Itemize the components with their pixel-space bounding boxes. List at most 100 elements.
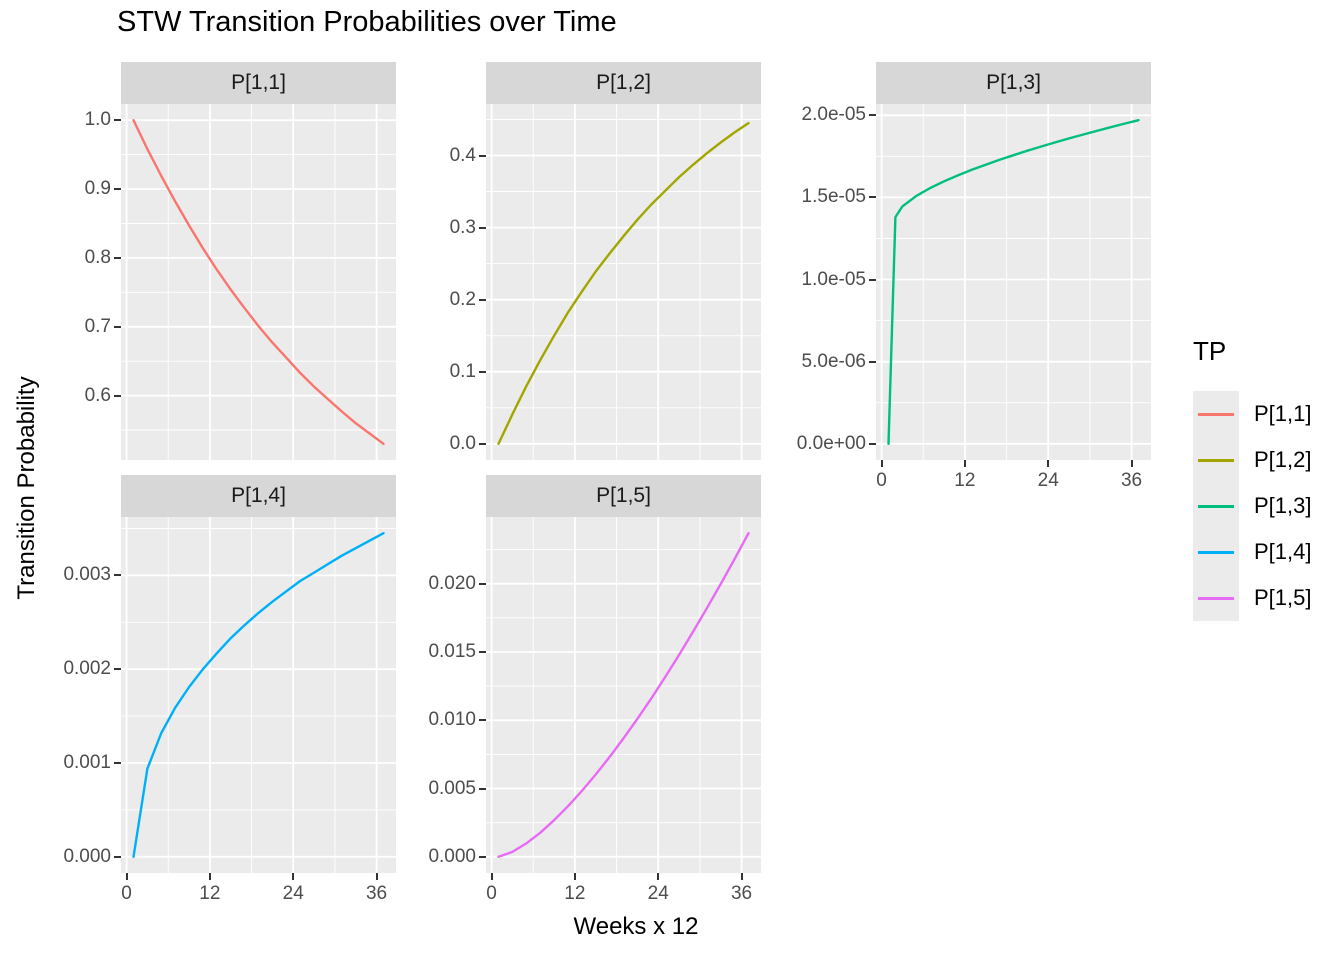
x-tick-mark <box>375 873 378 880</box>
y-tick-label: 0.005 <box>428 777 476 799</box>
x-tick-mark <box>490 873 493 880</box>
y-tick-mark <box>479 719 486 722</box>
legend-label: P[1,5] <box>1254 585 1312 610</box>
facet-panel-p13 <box>876 104 1151 460</box>
x-tick-label: 12 <box>564 883 586 904</box>
y-tick-mark <box>479 442 486 445</box>
x-tick-mark <box>1130 460 1133 467</box>
facet-strip-p15: P[1,5] <box>486 475 761 517</box>
y-tick-label: 0.8 <box>84 246 111 268</box>
x-tick-mark <box>208 873 211 880</box>
legend-key-swatch <box>1193 391 1239 437</box>
y-tick-mark <box>869 196 876 199</box>
x-tick-label: 36 <box>730 883 753 904</box>
facet-panel-p15 <box>486 517 761 873</box>
legend-title: TP <box>1193 336 1227 366</box>
facet-strip-p11: P[1,1] <box>121 62 396 104</box>
line-sample-icon <box>1198 551 1234 554</box>
facet-strip-p12: P[1,2] <box>486 62 761 104</box>
facet-panel-p11 <box>121 104 396 460</box>
y-tick-label: 0.001 <box>63 752 111 773</box>
y-tick-mark <box>479 226 486 229</box>
y-tick-mark <box>114 394 121 397</box>
facet-strip-p14: P[1,4] <box>121 475 396 517</box>
legend-item: P[1,2] <box>1193 437 1311 483</box>
y-tick-label: 0.0e+00 <box>796 432 866 454</box>
facet-strip-p13: P[1,3] <box>876 62 1151 104</box>
legend-key-swatch <box>1193 529 1239 575</box>
y-tick-mark <box>114 574 121 577</box>
line-sample-icon <box>1198 413 1234 416</box>
x-tick-mark <box>292 873 295 880</box>
facet-p14: P[1,4] 0.003 0.002 0.001 0.000 0 12 24 36 <box>63 475 396 904</box>
y-tick-label: 0.0 <box>449 432 476 454</box>
y-tick-label: 0.000 <box>63 845 111 867</box>
legend-key-swatch <box>1193 575 1239 621</box>
x-tick-mark <box>963 460 966 467</box>
y-tick-mark <box>114 762 121 764</box>
legend-keys: P[1,1] P[1,2] P[1,3] P[1,4] P[1,5] <box>1193 391 1311 621</box>
y-tick-mark <box>479 855 486 858</box>
legend-label: P[1,4] <box>1254 539 1312 564</box>
plot-title: STW Transition Probabilities over Time <box>117 6 617 38</box>
facet-p15: P[1,5] 0.020 0.015 0.010 0.005 0.000 0 12 24 36 <box>428 475 761 904</box>
y-tick-label: 0.020 <box>428 572 476 594</box>
y-tick-label: 0.6 <box>84 384 111 406</box>
y-tick-label: 5.0e-06 <box>801 350 866 372</box>
y-tick-label: 2.0e-05 <box>801 104 866 126</box>
line-sample-icon <box>1198 505 1234 508</box>
facet-panel-p12 <box>486 104 761 460</box>
legend-key-swatch <box>1193 437 1239 483</box>
y-tick-mark <box>114 256 121 259</box>
x-tick-mark <box>573 873 576 880</box>
y-tick-label: 0.7 <box>84 315 111 337</box>
y-tick-label: 0.015 <box>428 640 476 662</box>
y-tick-mark <box>869 360 876 363</box>
x-tick-label: 36 <box>1120 470 1143 491</box>
y-tick-mark <box>869 114 876 117</box>
legend-label: P[1,3] <box>1254 493 1312 518</box>
x-tick-mark <box>880 460 883 467</box>
y-tick-mark <box>479 582 486 585</box>
x-tick-mark <box>1047 460 1050 467</box>
y-tick-mark <box>114 668 121 671</box>
x-tick-label: 12 <box>954 470 976 491</box>
line-sample-icon <box>1198 459 1234 462</box>
y-tick-label: 0.002 <box>63 658 111 680</box>
x-tick-label: 24 <box>647 883 669 904</box>
facet-p12: P[1,2] 0.4 0.3 0.2 0.1 0.0 <box>450 62 761 460</box>
facet-p13: P[1,3] 2.0e-05 1.5e-05 1.0e-05 5.0e-06 0.0e+… <box>797 62 1151 491</box>
y-tick-label: 1.0e-05 <box>801 268 866 290</box>
legend-item: P[1,5] <box>1193 575 1311 621</box>
legend-key-swatch <box>1193 483 1239 529</box>
x-tick-label: 0 <box>876 470 887 491</box>
y-tick-label: 1.0 <box>84 109 111 131</box>
x-axis-title: Weeks x 12 <box>573 913 699 940</box>
y-tick-label: 0.4 <box>449 144 476 166</box>
y-tick-mark <box>114 188 121 191</box>
x-tick-label: 0 <box>486 883 497 904</box>
y-tick-label: 0.3 <box>449 216 476 238</box>
y-tick-label: 0.2 <box>449 288 476 310</box>
legend: TP P[1,1] P[1,2] P[1,3] P[1,4] P[1,5] <box>1193 336 1311 621</box>
x-tick-label: 0 <box>121 883 132 904</box>
facet-p11: P[1,1] 1.0 0.9 0.8 0.7 0.6 <box>85 62 396 460</box>
y-tick-label: 0.010 <box>428 709 476 731</box>
y-tick-mark <box>114 855 121 858</box>
legend-label: P[1,1] <box>1254 401 1312 426</box>
x-tick-label: 36 <box>365 883 388 904</box>
y-tick-mark <box>869 442 876 445</box>
x-tick-label: 24 <box>282 883 304 904</box>
y-tick-label: 0.9 <box>84 178 111 200</box>
facet-panel-p14 <box>121 517 396 873</box>
legend-item: P[1,1] <box>1193 391 1311 437</box>
y-tick-mark <box>479 154 486 157</box>
y-tick-mark <box>479 787 486 790</box>
y-tick-label: 1.5e-05 <box>801 186 866 208</box>
x-tick-mark <box>125 873 128 880</box>
legend-label: P[1,2] <box>1254 447 1312 472</box>
y-tick-mark <box>479 298 486 301</box>
x-tick-label: 24 <box>1037 470 1059 491</box>
x-tick-mark <box>740 873 743 880</box>
